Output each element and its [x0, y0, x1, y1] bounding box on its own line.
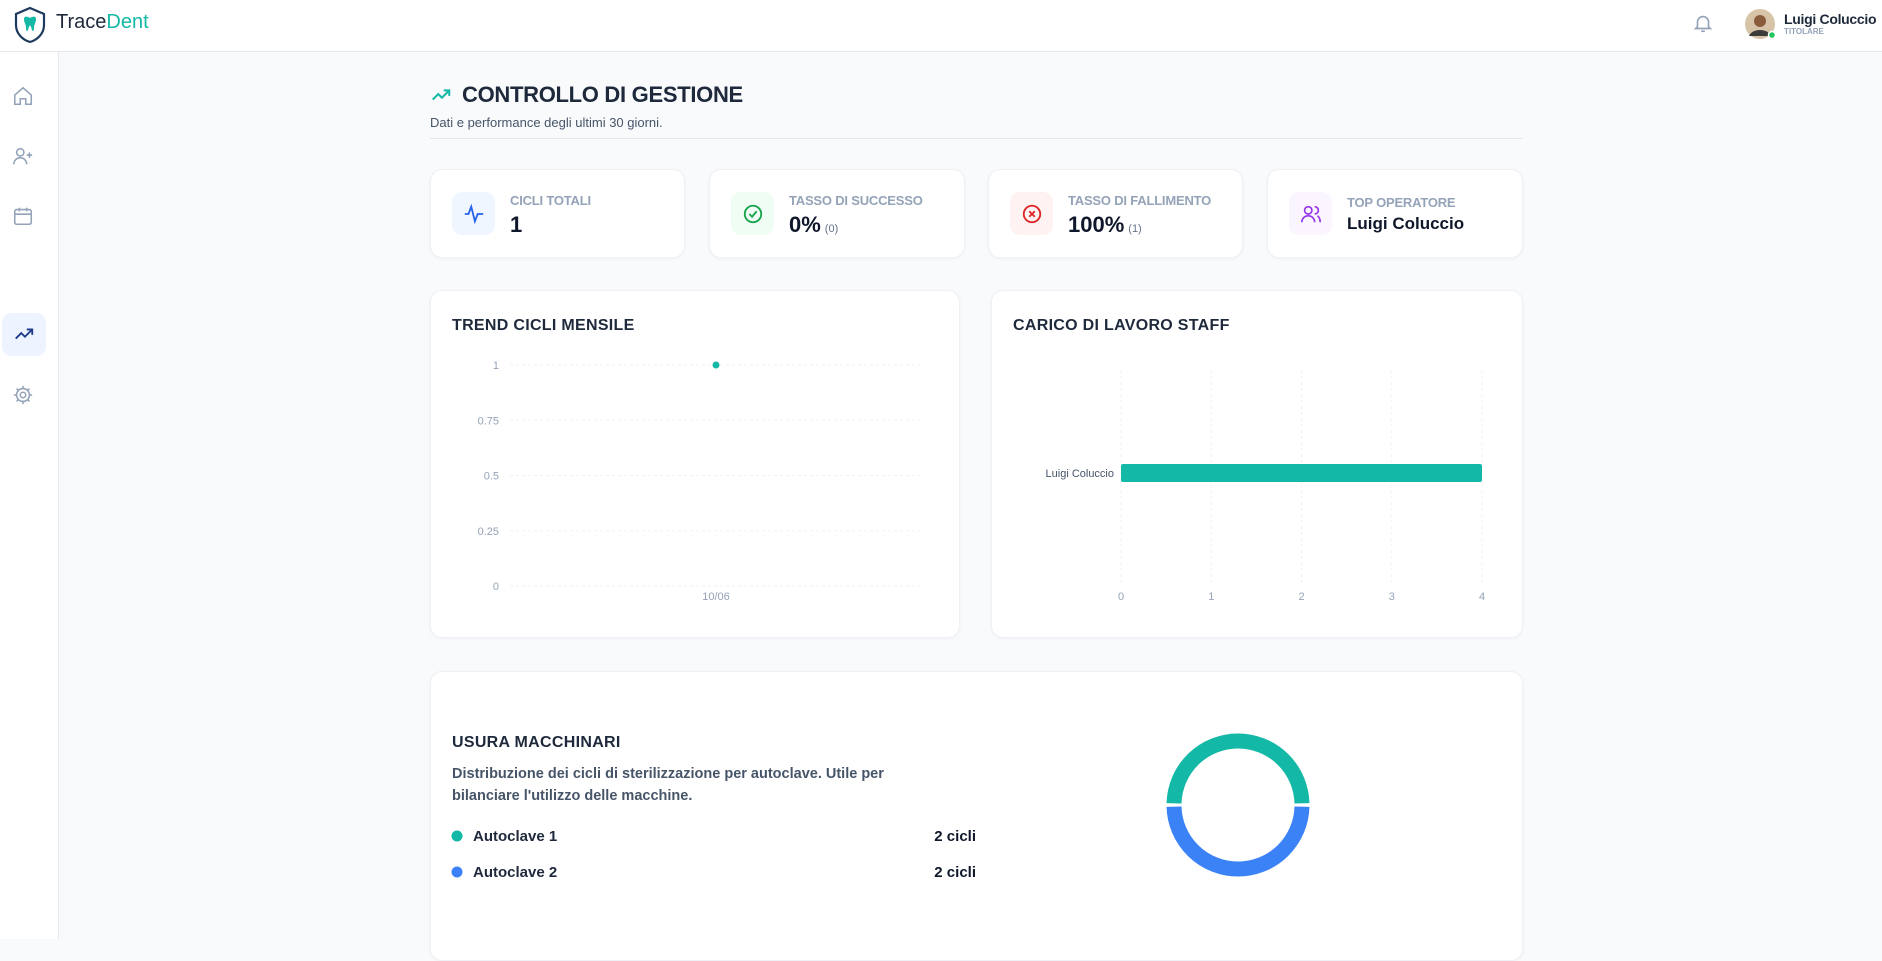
nav-add-patient[interactable]	[12, 145, 34, 167]
user-menu[interactable]: Luigi Coluccio TITOLARE	[1738, 3, 1882, 47]
stat-value: 0%	[789, 212, 821, 237]
nav-calendar[interactable]	[12, 205, 34, 227]
avatar	[1745, 9, 1776, 40]
chart-card: CARICO DI LAVORO STAFF	[991, 290, 1523, 638]
stat-card: CICLI TOTALI 1	[430, 169, 685, 258]
stat-label: CICLI TOTALI	[510, 193, 591, 208]
nav-settings[interactable]	[12, 384, 34, 406]
stat-note: (1)	[1128, 223, 1142, 235]
chart-description: Distribuzione dei cicli di sterilizzazio…	[452, 766, 884, 804]
stat-icon	[731, 192, 774, 235]
brand-second: Dent	[106, 11, 149, 33]
stat-label: TOP OPERATORE	[1347, 195, 1456, 210]
chart-card: USURA MACCHINARI Distribuzione dei cicli…	[430, 671, 1523, 961]
divider	[430, 138, 1523, 139]
stat-value: Luigi Coluccio	[1347, 214, 1465, 233]
nav-home[interactable]	[12, 85, 34, 107]
chart-title: USURA MACCHINARI	[452, 734, 621, 751]
stat-card: TASSO DI SUCCESSO 0% (0)	[709, 169, 965, 258]
notifications-button[interactable]	[1692, 11, 1714, 35]
logo-icon[interactable]	[13, 6, 47, 44]
user-name: Luigi Coluccio	[1784, 11, 1877, 27]
stat-note: (0)	[824, 223, 839, 235]
nav-analytics[interactable]	[2, 313, 46, 356]
stat-icon	[1289, 192, 1332, 235]
title-icon	[432, 89, 451, 101]
page-subtitle: Dati e performance degli ultimi 30 giorn…	[430, 115, 663, 130]
user-role: TITOLARE	[1784, 27, 1824, 36]
brand[interactable]: TraceDent	[56, 11, 149, 34]
chart-card: TREND CICLI MENSILE	[430, 290, 960, 638]
stat-value: 1	[510, 212, 523, 237]
stat-icon	[452, 192, 495, 235]
stat-value: 100%	[1068, 212, 1125, 237]
page-title: CONTROLLO DI GESTIONE	[462, 82, 743, 107]
stat-icon	[1010, 192, 1053, 235]
chart-title: TREND CICLI MENSILE	[452, 317, 635, 334]
nav-analytics-icon	[15, 328, 34, 340]
chart-title: CARICO DI LAVORO STAFF	[1013, 317, 1230, 334]
stat-label: TASSO DI SUCCESSO	[789, 193, 923, 208]
top-bar: TraceDent Luigi Coluccio TITOLARE	[0, 0, 1882, 52]
stat-label: TASSO DI FALLIMENTO	[1068, 193, 1212, 208]
sidebar	[0, 52, 59, 939]
brand-first: Trace	[56, 11, 107, 33]
stat-card: TOP OPERATORE Luigi Coluccio	[1267, 169, 1523, 258]
stat-card: TASSO DI FALLIMENTO 100% (1)	[988, 169, 1243, 258]
